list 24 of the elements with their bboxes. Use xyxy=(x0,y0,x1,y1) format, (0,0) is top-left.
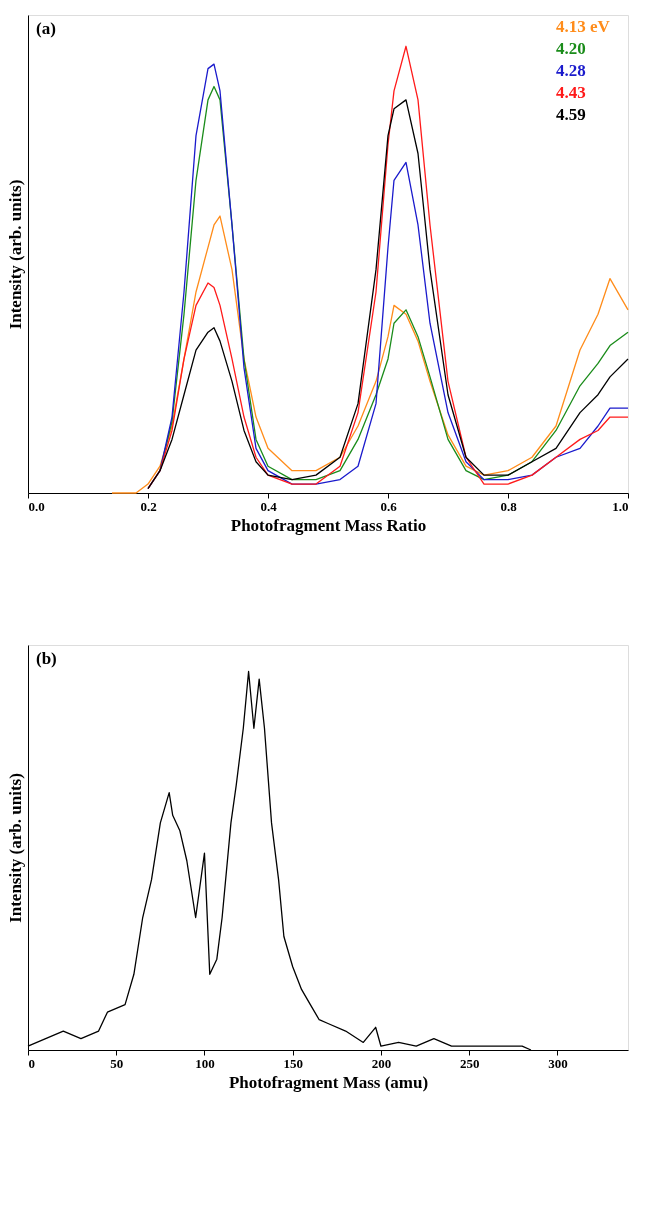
x-tick-label: 200 xyxy=(371,1055,392,1071)
x-tick-label: 300 xyxy=(548,1055,568,1071)
x-tick-label: 0.8 xyxy=(500,498,518,514)
x-tick-label: 0 xyxy=(28,1055,35,1071)
x-tick-label: 50 xyxy=(110,1055,124,1071)
y-axis-title: Intensity (arb. units) xyxy=(5,773,25,923)
text: 4.28 xyxy=(556,61,586,80)
text: 4.43 xyxy=(556,83,586,102)
text: (b) xyxy=(36,649,57,668)
x-tick-label: 0.0 xyxy=(28,498,45,514)
x-tick-label: 0.6 xyxy=(380,498,398,514)
text: (a) xyxy=(36,19,56,38)
x-tick-label: 250 xyxy=(459,1055,480,1071)
x-tick-label: 100 xyxy=(195,1055,215,1071)
x-tick-label: 0.2 xyxy=(140,498,157,514)
x-tick-label: 1.0 xyxy=(612,498,629,514)
x-tick-label: 150 xyxy=(283,1055,303,1071)
text: 4.13 eV xyxy=(556,17,611,36)
y-axis-title: Intensity (arb. units) xyxy=(5,179,25,330)
x-tick-label: 0.4 xyxy=(260,498,278,514)
text: 4.59 xyxy=(556,105,586,124)
x-axis-title: Photofragment Mass Ratio xyxy=(230,515,427,535)
text: 4.20 xyxy=(556,39,586,58)
x-axis-title: Photofragment Mass (amu) xyxy=(228,1072,429,1092)
